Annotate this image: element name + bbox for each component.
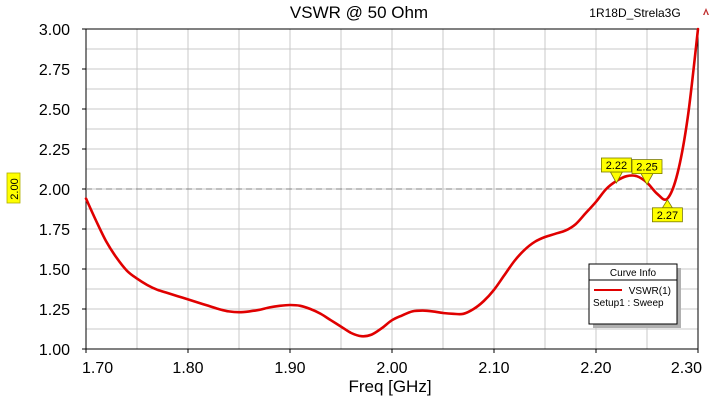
reference-label-box xyxy=(6,172,21,204)
marker-triangle xyxy=(661,199,674,209)
y-tick-label: 2.00 xyxy=(39,182,70,199)
y-tick-label: 1.75 xyxy=(39,222,70,239)
legend-background xyxy=(588,263,678,325)
x-axis-ticks: 1.70 1.80 1.90 2.00 2.10 2.20 2.30 xyxy=(82,349,702,377)
chart-title: VSWR @ 50 Ohm xyxy=(290,3,428,22)
x-tick-label: 2.20 xyxy=(580,360,611,377)
legend-setup-label: Setup1 : Sweep xyxy=(593,298,664,309)
reference-label-text: 2.00 xyxy=(9,178,21,199)
reference-line-label: 2.00 xyxy=(6,172,21,204)
x-tick-label: 1.70 xyxy=(82,360,113,377)
y-tick-label: 3.00 xyxy=(39,22,70,39)
vswr-curve xyxy=(84,27,700,338)
marker-label: 2.22 xyxy=(606,160,627,172)
marker-callout[interactable]: 2.22 xyxy=(601,157,632,184)
markers: 2.22 2.25 2.27 xyxy=(601,157,683,223)
ansys-logo-icon xyxy=(703,8,709,15)
y-tick-label: 2.25 xyxy=(39,142,70,159)
x-tick-label: 2.30 xyxy=(671,360,702,377)
marker-callout[interactable]: 2.25 xyxy=(631,159,663,186)
marker-label: 2.25 xyxy=(636,162,657,174)
marker-callout[interactable]: 2.27 xyxy=(652,199,683,223)
x-tick-label: 1.90 xyxy=(274,360,305,377)
y-tick-label: 1.00 xyxy=(39,342,70,359)
marker-label-box xyxy=(601,157,632,173)
x-tick-label: 2.10 xyxy=(478,360,509,377)
design-name-label: 1R18D_Strela3G xyxy=(589,6,680,20)
y-tick-label: 1.25 xyxy=(39,302,70,319)
y-tick-label: 2.75 xyxy=(39,62,70,79)
y-tick-label: 1.50 xyxy=(39,262,70,279)
marker-label-box xyxy=(631,159,663,175)
legend-box[interactable]: Curve Info VSWR(1) Setup1 : Sweep xyxy=(588,263,681,328)
x-tick-label: 2.00 xyxy=(376,360,407,377)
legend-series-name: VSWR(1) xyxy=(629,286,671,297)
x-axis-label: Freq [GHz] xyxy=(348,377,431,396)
marker-label-box xyxy=(652,207,683,223)
marker-label: 2.27 xyxy=(657,210,678,222)
y-tick-label: 2.50 xyxy=(39,102,70,119)
y-axis-ticks: 1.00 1.25 1.50 1.75 2.00 2.25 2.50 2.75 3.00 xyxy=(39,22,86,359)
x-tick-label: 1.80 xyxy=(172,360,203,377)
legend-title: Curve Info xyxy=(610,268,657,279)
